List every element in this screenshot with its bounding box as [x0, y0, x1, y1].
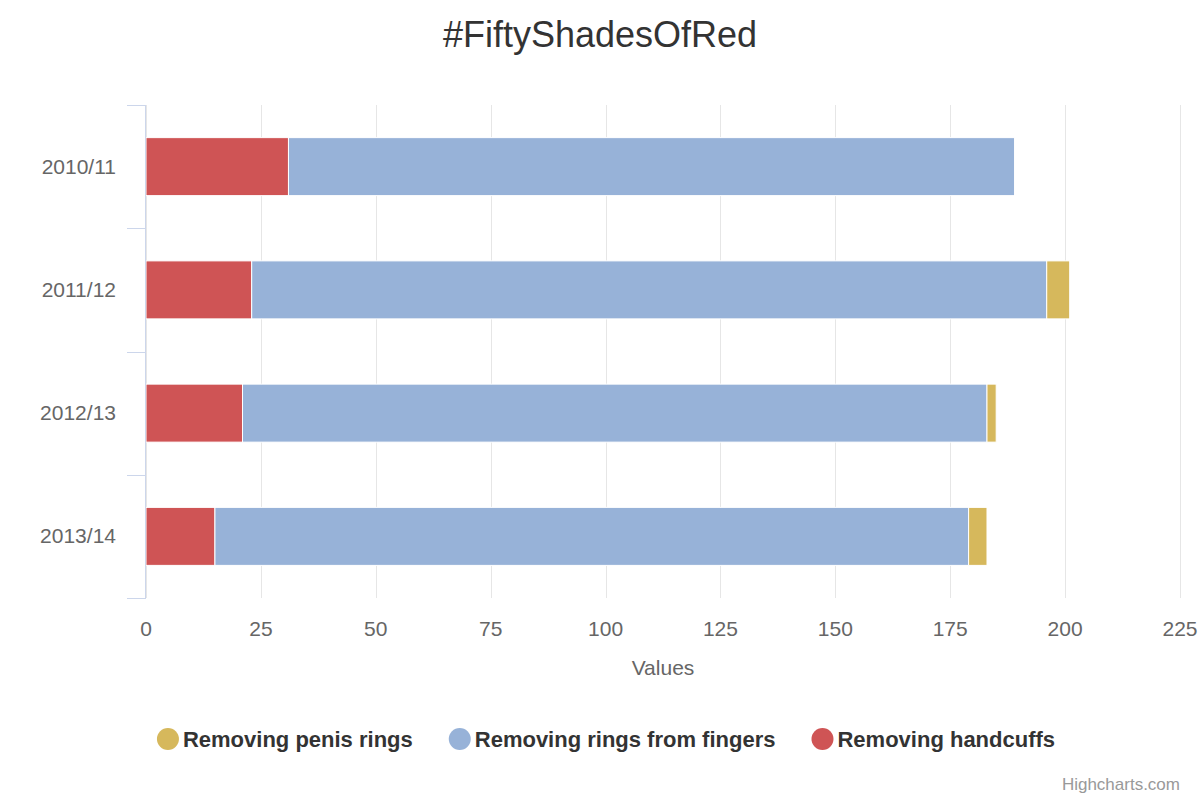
- legend-symbol: [811, 728, 833, 750]
- tick-label: 175: [933, 617, 968, 640]
- axis-tick: [127, 228, 146, 229]
- grid-line: [1180, 105, 1181, 598]
- tick-label: 75: [479, 617, 502, 640]
- tick-label: 200: [1048, 617, 1083, 640]
- tick-label: 125: [703, 617, 738, 640]
- legend-label: Removing penis rings: [183, 727, 413, 752]
- legend-symbol: [449, 728, 471, 750]
- tick-label: 100: [588, 617, 623, 640]
- grid-line: [1065, 105, 1066, 598]
- bar-segment[interactable]: [146, 138, 288, 196]
- bar-segment[interactable]: [146, 507, 215, 565]
- bar-segment[interactable]: [215, 507, 969, 565]
- bar-segment[interactable]: [146, 261, 252, 319]
- bar-segment[interactable]: [288, 138, 1014, 196]
- chart: #FiftyShadesOfRed 0 25 50 75 100 125 150 175 200 2…: [0, 0, 1200, 800]
- background: [0, 0, 1200, 800]
- bar-segment[interactable]: [969, 507, 987, 565]
- tick-label: 25: [249, 617, 272, 640]
- axis-tick: [127, 475, 146, 476]
- legend-item[interactable]: Removing rings from fingers: [449, 727, 776, 752]
- bar-segment[interactable]: [243, 384, 987, 442]
- bar-segment[interactable]: [1014, 138, 1015, 196]
- axis-title: Values: [632, 656, 695, 679]
- tick-label: 225: [1162, 617, 1197, 640]
- tick-label: 150: [818, 617, 853, 640]
- bar-segment[interactable]: [987, 384, 996, 442]
- legend-label: Removing rings from fingers: [475, 727, 776, 752]
- credits[interactable]: Highcharts.com: [1062, 775, 1180, 794]
- legend: Removing penis rings Removing rings from …: [157, 727, 1055, 752]
- legend-item[interactable]: Removing handcuffs: [811, 727, 1055, 752]
- category-label: 2011/12: [42, 278, 116, 301]
- axis-line: [145, 105, 146, 598]
- legend-item[interactable]: Removing penis rings: [157, 727, 413, 752]
- category-label: 2010/11: [42, 155, 116, 178]
- title: #FiftyShadesOfRed: [443, 14, 757, 55]
- category-label: 2013/14: [40, 524, 116, 547]
- bar-segment[interactable]: [252, 261, 1047, 319]
- bar-segment[interactable]: [1047, 261, 1070, 319]
- legend-symbol: [157, 728, 179, 750]
- category-label: 2012/13: [40, 401, 116, 424]
- tick-label: 50: [364, 617, 387, 640]
- bar-segment[interactable]: [146, 384, 243, 442]
- axis-tick: [127, 598, 146, 599]
- tick-label: 0: [140, 617, 152, 640]
- axis-tick: [127, 105, 146, 106]
- legend-label: Removing handcuffs: [837, 727, 1055, 752]
- axis-tick: [127, 352, 146, 353]
- bars: [146, 138, 1070, 566]
